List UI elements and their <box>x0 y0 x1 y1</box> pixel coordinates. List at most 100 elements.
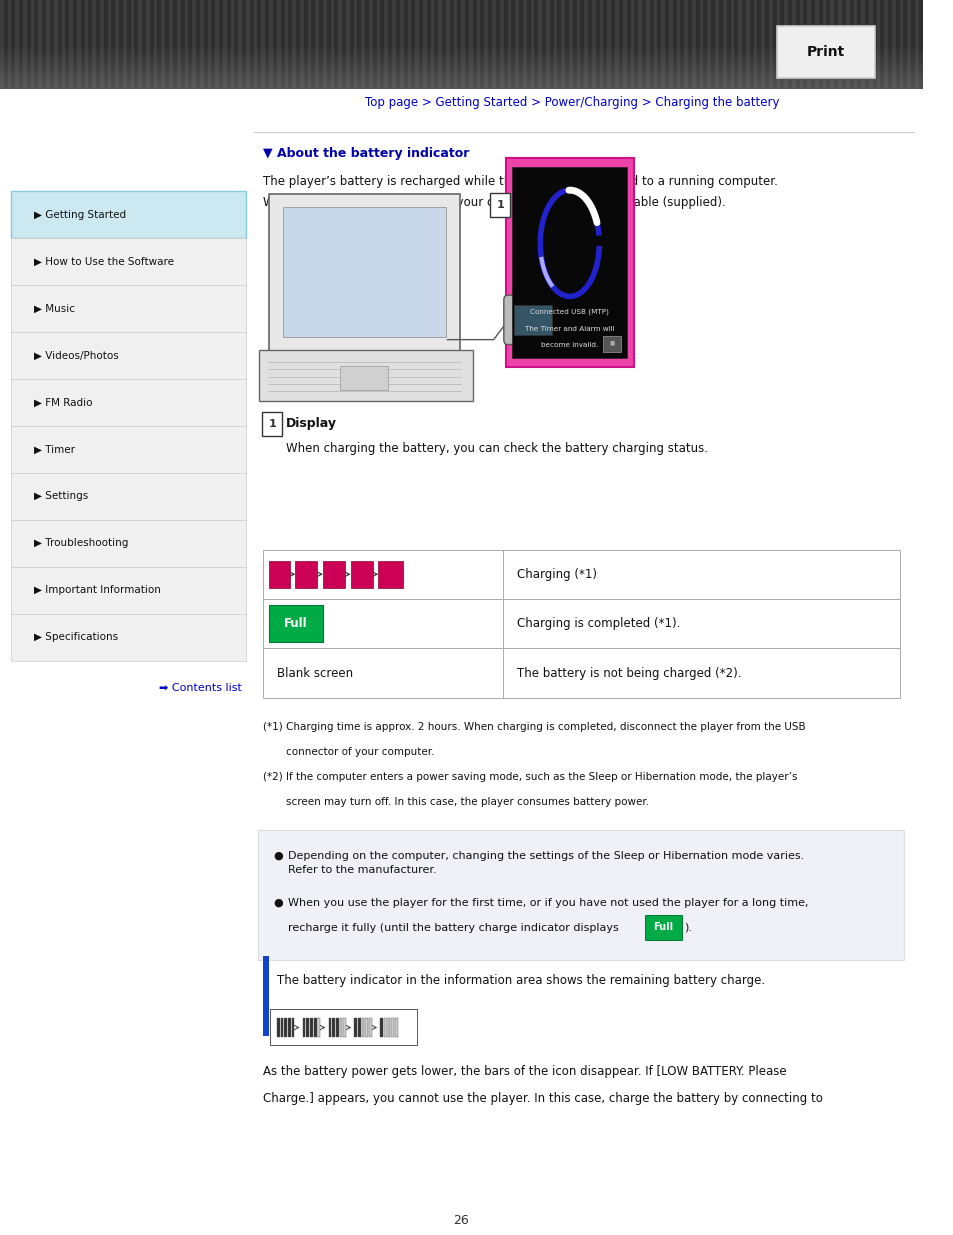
Polygon shape <box>85 0 89 89</box>
Polygon shape <box>545 0 549 89</box>
FancyBboxPatch shape <box>263 956 269 1036</box>
Text: 1: 1 <box>496 200 503 210</box>
FancyBboxPatch shape <box>332 1018 335 1037</box>
Text: Display: Display <box>286 417 336 430</box>
Polygon shape <box>292 0 295 89</box>
FancyBboxPatch shape <box>269 194 459 356</box>
Polygon shape <box>783 0 787 89</box>
Text: Charging (*1): Charging (*1) <box>517 568 597 580</box>
FancyBboxPatch shape <box>395 1018 397 1037</box>
Text: ▶ Specifications: ▶ Specifications <box>34 632 118 642</box>
Text: ▶ FM Radio: ▶ FM Radio <box>34 398 92 408</box>
Text: Blank screen: Blank screen <box>276 667 353 679</box>
Polygon shape <box>760 0 764 89</box>
Polygon shape <box>814 0 818 89</box>
Text: ▶ Getting Started: ▶ Getting Started <box>34 210 126 220</box>
FancyBboxPatch shape <box>387 1018 390 1037</box>
Polygon shape <box>469 0 473 89</box>
FancyBboxPatch shape <box>11 567 246 614</box>
FancyBboxPatch shape <box>0 54 922 59</box>
FancyBboxPatch shape <box>339 1018 342 1037</box>
Polygon shape <box>906 0 910 89</box>
Polygon shape <box>276 0 280 89</box>
FancyBboxPatch shape <box>340 366 388 390</box>
FancyBboxPatch shape <box>380 1018 382 1037</box>
FancyBboxPatch shape <box>391 1018 394 1037</box>
Polygon shape <box>0 0 4 89</box>
Polygon shape <box>645 0 649 89</box>
Polygon shape <box>131 0 134 89</box>
Polygon shape <box>876 0 880 89</box>
FancyBboxPatch shape <box>11 238 246 285</box>
Polygon shape <box>38 0 42 89</box>
Polygon shape <box>8 0 11 89</box>
Polygon shape <box>838 0 841 89</box>
FancyBboxPatch shape <box>317 1018 320 1037</box>
Polygon shape <box>515 0 518 89</box>
Polygon shape <box>430 0 434 89</box>
Polygon shape <box>722 0 726 89</box>
Polygon shape <box>715 0 718 89</box>
Text: ).: ). <box>683 923 691 932</box>
Polygon shape <box>146 0 150 89</box>
Polygon shape <box>70 0 72 89</box>
Text: ●: ● <box>273 898 283 908</box>
Polygon shape <box>730 0 734 89</box>
Polygon shape <box>376 0 380 89</box>
FancyBboxPatch shape <box>383 1018 386 1037</box>
Text: Full: Full <box>283 618 307 630</box>
FancyBboxPatch shape <box>295 561 317 588</box>
Polygon shape <box>253 0 257 89</box>
Polygon shape <box>422 0 426 89</box>
Text: ▶ Important Information: ▶ Important Information <box>34 585 161 595</box>
Polygon shape <box>23 0 27 89</box>
Text: ▶ Videos/Photos: ▶ Videos/Photos <box>34 351 119 361</box>
FancyBboxPatch shape <box>514 305 551 335</box>
Polygon shape <box>123 0 127 89</box>
Text: ●: ● <box>273 851 283 861</box>
Polygon shape <box>108 0 112 89</box>
Text: The Timer and Alarm will: The Timer and Alarm will <box>524 326 614 332</box>
Polygon shape <box>560 0 564 89</box>
FancyBboxPatch shape <box>258 830 903 960</box>
FancyBboxPatch shape <box>11 379 246 426</box>
Text: (*1) Charging time is approx. 2 hours. When charging is completed, disconnect th: (*1) Charging time is approx. 2 hours. W… <box>263 722 804 732</box>
Polygon shape <box>446 0 449 89</box>
Polygon shape <box>153 0 157 89</box>
Polygon shape <box>100 0 104 89</box>
Polygon shape <box>392 0 395 89</box>
FancyBboxPatch shape <box>262 412 282 436</box>
Polygon shape <box>476 0 480 89</box>
Polygon shape <box>461 0 464 89</box>
Polygon shape <box>323 0 326 89</box>
FancyBboxPatch shape <box>0 64 922 69</box>
FancyBboxPatch shape <box>314 1018 316 1037</box>
Polygon shape <box>284 0 288 89</box>
Polygon shape <box>899 0 902 89</box>
Polygon shape <box>853 0 857 89</box>
Polygon shape <box>184 0 188 89</box>
Polygon shape <box>577 0 579 89</box>
Polygon shape <box>46 0 50 89</box>
Polygon shape <box>299 0 303 89</box>
Text: The battery indicator in the information area shows the remaining battery charge: The battery indicator in the information… <box>276 974 764 987</box>
Polygon shape <box>354 0 357 89</box>
Polygon shape <box>638 0 641 89</box>
Polygon shape <box>61 0 65 89</box>
FancyBboxPatch shape <box>505 158 634 367</box>
Polygon shape <box>223 0 227 89</box>
Polygon shape <box>231 0 234 89</box>
Polygon shape <box>768 0 772 89</box>
FancyBboxPatch shape <box>602 336 620 352</box>
Polygon shape <box>530 0 534 89</box>
Text: ▶ Troubleshooting: ▶ Troubleshooting <box>34 538 129 548</box>
Polygon shape <box>868 0 872 89</box>
FancyBboxPatch shape <box>365 1018 368 1037</box>
Polygon shape <box>261 0 265 89</box>
FancyBboxPatch shape <box>283 207 445 337</box>
Polygon shape <box>399 0 403 89</box>
Polygon shape <box>484 0 488 89</box>
FancyBboxPatch shape <box>292 1018 294 1037</box>
Polygon shape <box>437 0 441 89</box>
Text: Depending on the computer, changing the settings of the Sleep or Hibernation mod: Depending on the computer, changing the … <box>288 851 803 874</box>
